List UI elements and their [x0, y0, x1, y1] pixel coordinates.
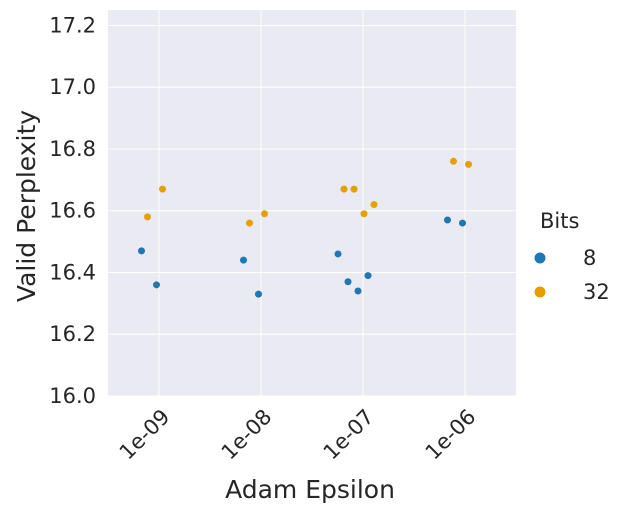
data-point-bits-8 [153, 281, 160, 289]
data-point-bits-32 [144, 213, 151, 221]
data-point-bits-8 [459, 219, 466, 227]
data-point-bits-32 [465, 160, 472, 168]
legend-marker [534, 252, 546, 264]
data-point-bits-8 [354, 287, 362, 295]
gridlines [108, 10, 516, 397]
x-tick-label: 1e-08 [217, 405, 277, 465]
x-tick-label: 1e-07 [319, 405, 379, 465]
x-tick-label: 1e-09 [115, 405, 175, 465]
legend: Bits 8 32 [534, 209, 610, 304]
y-tick-label: 16.0 [49, 384, 96, 408]
data-point-bits-32 [370, 201, 378, 209]
legend-label: 32 [583, 280, 610, 304]
y-tick-label: 16.4 [49, 260, 96, 284]
y-axis-label: Valid Perplexity [12, 110, 41, 302]
data-point-bits-32 [246, 219, 253, 227]
data-point-bits-32 [159, 185, 166, 193]
plot-background [108, 10, 516, 396]
data-point-bits-8 [344, 278, 352, 286]
legend-marker [534, 286, 546, 298]
data-point-bits-32 [350, 185, 358, 193]
data-point-bits-32 [360, 210, 368, 218]
y-tick-label: 16.8 [49, 137, 96, 161]
legend-label: 8 [583, 246, 596, 270]
x-tick-labels: 1e-09 1e-08 1e-07 1e-06 [115, 405, 481, 465]
y-tick-labels: 16.0 16.2 16.4 16.6 16.8 17.0 17.2 [49, 13, 96, 408]
y-tick-label: 16.2 [49, 322, 96, 346]
data-point-bits-8 [240, 256, 247, 264]
data-point-bits-8 [138, 247, 145, 255]
y-tick-label: 17.2 [49, 13, 96, 37]
data-points [138, 157, 472, 298]
legend-title: Bits [540, 209, 579, 233]
data-point-bits-8 [255, 290, 262, 298]
data-point-bits-8 [334, 250, 342, 258]
data-point-bits-8 [444, 216, 451, 224]
y-tick-label: 16.6 [49, 199, 96, 223]
data-point-bits-32 [450, 157, 457, 165]
data-point-bits-8 [364, 272, 372, 280]
y-tick-label: 17.0 [49, 75, 96, 99]
x-axis-label: Adam Epsilon [225, 475, 395, 504]
data-point-bits-32 [340, 185, 348, 193]
x-tick-label: 1e-06 [421, 405, 481, 465]
data-point-bits-32 [261, 210, 268, 218]
